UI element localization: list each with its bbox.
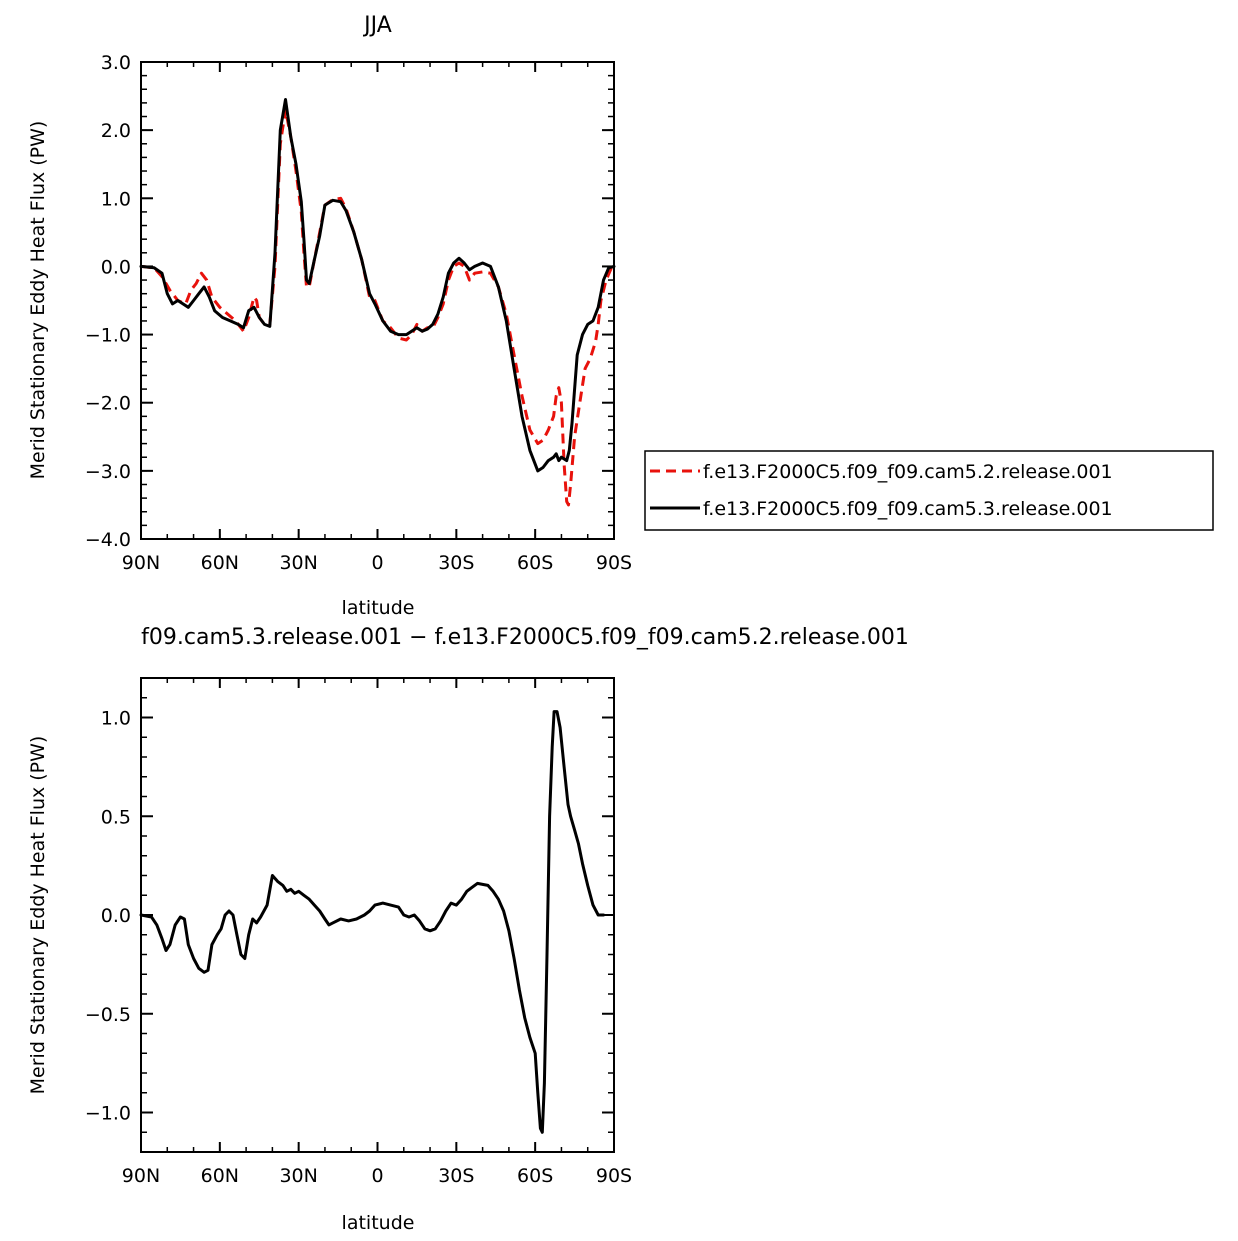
legend-label-cam5-3: f.e13.F2000C5.f09_f09.cam5.3.release.001 bbox=[703, 498, 1113, 520]
top-y-tick-label: −1.0 bbox=[85, 325, 131, 347]
bottom-x-tick-label: 30N bbox=[279, 1165, 317, 1187]
bottom-chart-title: f09.cam5.3.release.001 − f.e13.F2000C5.f… bbox=[141, 625, 909, 650]
bottom-y-tick-label: 0.0 bbox=[101, 905, 131, 927]
top-series-line-1 bbox=[139, 98, 616, 473]
bottom-y-tick-label: −1.0 bbox=[85, 1103, 131, 1125]
top-y-tick-label: 0.0 bbox=[101, 256, 131, 278]
bottom-chart-panel: f09.cam5.3.release.001 − f.e13.F2000C5.f… bbox=[27, 625, 909, 1234]
top-x-tick-label: 0 bbox=[371, 552, 383, 574]
bottom-x-tick-label: 0 bbox=[371, 1165, 383, 1187]
bottom-x-tick-label: 90N bbox=[122, 1165, 160, 1187]
bottom-x-tick-label: 30S bbox=[438, 1165, 474, 1187]
top-x-tick-label: 60S bbox=[517, 552, 553, 574]
legend: f.e13.F2000C5.f09_f09.cam5.2.release.001… bbox=[644, 450, 1214, 531]
bottom-x-tick-label: 60S bbox=[517, 1165, 553, 1187]
top-x-tick-label: 60N bbox=[201, 552, 239, 574]
bottom-series-line-0 bbox=[139, 710, 605, 1134]
top-y-tick-label: 1.0 bbox=[101, 188, 131, 210]
top-axis-ticks: 90N 60N 30N 0 30S 60S 90S 3.0 2.0 1.0 0.0 −1.0 −2.0 −… bbox=[85, 52, 632, 574]
top-x-axis-label: latitude bbox=[342, 597, 415, 619]
bottom-axis-ticks: 90N 60N 30N 0 30S 60S 90S 1.0 0.5 0.0 −0.5 −1.0 bbox=[85, 677, 632, 1187]
top-y-axis-label: Merid Stationary Eddy Heat Flux (PW) bbox=[27, 121, 49, 480]
bottom-y-tick-label: 0.5 bbox=[101, 806, 131, 828]
top-series-layer bbox=[139, 98, 616, 507]
top-chart-panel: JJA 90N 60N 30N 0 30S 60S 90S 3.0 2.0 1.0 0.0 −1.0 −… bbox=[27, 13, 1214, 619]
top-series-line-0 bbox=[140, 108, 615, 507]
top-x-tick-label: 30N bbox=[279, 552, 317, 574]
bottom-y-axis-label: Merid Stationary Eddy Heat Flux (PW) bbox=[27, 736, 49, 1095]
top-x-tick-label: 30S bbox=[438, 552, 474, 574]
top-y-tick-label: 3.0 bbox=[101, 52, 131, 74]
bottom-x-axis-label: latitude bbox=[342, 1212, 415, 1234]
top-y-tick-label: −2.0 bbox=[85, 393, 131, 415]
bottom-x-tick-label: 60N bbox=[201, 1165, 239, 1187]
bottom-y-tick-label: −0.5 bbox=[85, 1004, 131, 1026]
top-chart-title: JJA bbox=[362, 13, 392, 38]
legend-box bbox=[644, 450, 1214, 531]
legend-label-cam5-2: f.e13.F2000C5.f09_f09.cam5.2.release.001 bbox=[703, 461, 1113, 483]
top-x-tick-label: 90N bbox=[122, 552, 160, 574]
top-y-tick-label: −3.0 bbox=[85, 461, 131, 483]
bottom-y-tick-label: 1.0 bbox=[101, 708, 131, 730]
top-y-tick-label: −4.0 bbox=[85, 529, 131, 551]
bottom-series-layer bbox=[139, 710, 605, 1134]
top-x-tick-label: 90S bbox=[596, 552, 632, 574]
top-y-tick-label: 2.0 bbox=[101, 120, 131, 142]
bottom-x-tick-label: 90S bbox=[596, 1165, 632, 1187]
